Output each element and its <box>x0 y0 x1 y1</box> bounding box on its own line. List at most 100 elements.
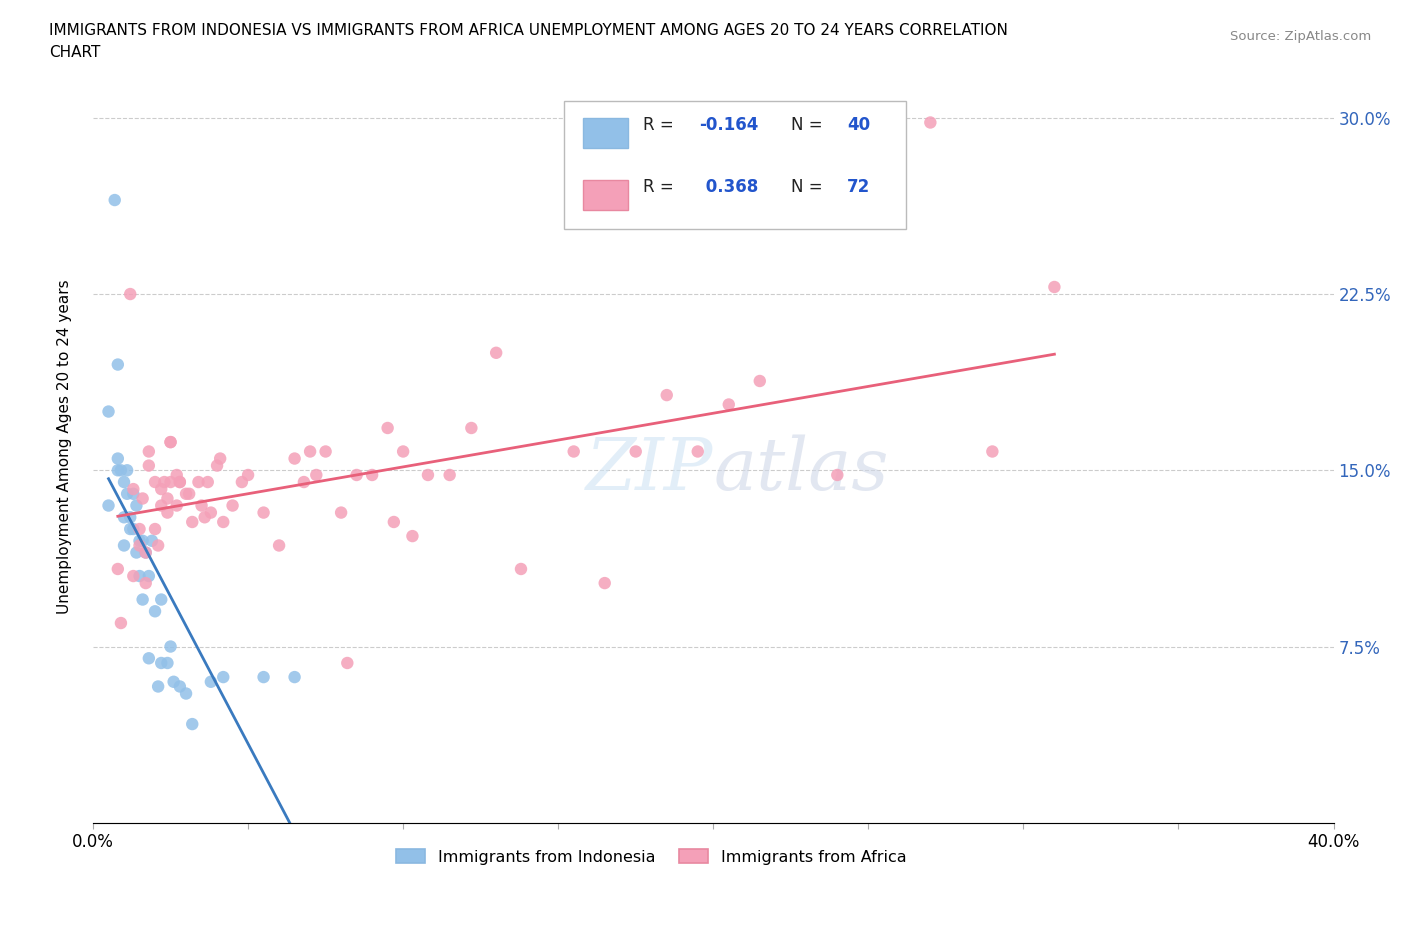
Point <box>112 474 135 489</box>
Point <box>135 545 157 560</box>
Point <box>174 686 197 701</box>
Point <box>439 468 461 483</box>
Text: atlas: atlas <box>713 434 889 505</box>
Point <box>107 451 129 466</box>
Point <box>346 468 368 483</box>
Point <box>166 468 188 483</box>
Legend: Immigrants from Indonesia, Immigrants from Africa: Immigrants from Indonesia, Immigrants fr… <box>389 843 912 871</box>
Point <box>686 444 709 458</box>
Point <box>920 115 942 130</box>
FancyBboxPatch shape <box>583 180 627 210</box>
Point <box>1043 280 1066 295</box>
Point <box>112 538 135 553</box>
Point <box>252 505 274 520</box>
Point <box>336 656 359 671</box>
Point <box>143 604 166 618</box>
Point <box>122 568 145 583</box>
Point <box>187 474 209 489</box>
Point <box>267 538 290 553</box>
Point <box>174 486 197 501</box>
Point <box>981 444 1004 458</box>
Point <box>169 474 191 489</box>
Text: N =: N = <box>792 179 828 196</box>
Point <box>159 434 181 449</box>
Point <box>190 498 212 513</box>
Point <box>401 528 423 543</box>
Point <box>146 538 169 553</box>
Text: -0.164: -0.164 <box>700 116 759 134</box>
Point <box>122 522 145 537</box>
Point <box>150 592 173 607</box>
Point <box>138 568 160 583</box>
Text: CHART: CHART <box>49 45 101 60</box>
Point <box>128 533 150 548</box>
Point <box>107 463 129 478</box>
Point <box>138 444 160 458</box>
Point <box>510 562 533 577</box>
Point <box>169 679 191 694</box>
Point <box>131 592 153 607</box>
Point <box>120 510 142 525</box>
Point <box>128 522 150 537</box>
Point <box>104 193 127 207</box>
Point <box>115 486 138 501</box>
Point <box>163 674 186 689</box>
Point <box>166 498 188 513</box>
Point <box>209 451 232 466</box>
Y-axis label: Unemployment Among Ages 20 to 24 years: Unemployment Among Ages 20 to 24 years <box>58 280 72 614</box>
Point <box>159 434 181 449</box>
Point <box>231 474 253 489</box>
Point <box>292 474 315 489</box>
Point <box>150 498 173 513</box>
Point <box>107 562 129 577</box>
Point <box>194 510 217 525</box>
Point <box>236 468 259 483</box>
Point <box>169 474 191 489</box>
Point <box>748 374 770 389</box>
Point <box>122 486 145 501</box>
Point <box>485 345 508 360</box>
FancyBboxPatch shape <box>564 100 905 229</box>
Point <box>330 505 353 520</box>
Point <box>200 505 222 520</box>
Text: ZIP: ZIP <box>586 434 713 505</box>
Point <box>128 538 150 553</box>
Point <box>159 474 181 489</box>
Point <box>156 505 179 520</box>
Point <box>593 576 616 591</box>
Text: 72: 72 <box>848 179 870 196</box>
Point <box>138 651 160 666</box>
Text: Source: ZipAtlas.com: Source: ZipAtlas.com <box>1230 30 1371 43</box>
Text: 0.368: 0.368 <box>700 179 758 196</box>
Point <box>305 468 328 483</box>
Text: N =: N = <box>792 116 828 134</box>
Point <box>112 510 135 525</box>
FancyBboxPatch shape <box>583 117 627 148</box>
Point <box>181 717 204 732</box>
Point <box>115 463 138 478</box>
Point <box>143 522 166 537</box>
Text: R =: R = <box>643 179 679 196</box>
Point <box>460 420 482 435</box>
Text: IMMIGRANTS FROM INDONESIA VS IMMIGRANTS FROM AFRICA UNEMPLOYMENT AMONG AGES 20 T: IMMIGRANTS FROM INDONESIA VS IMMIGRANTS … <box>49 23 1008 38</box>
Point <box>392 444 415 458</box>
Point <box>212 670 235 684</box>
Point <box>120 286 142 301</box>
Point <box>382 514 405 529</box>
Point <box>377 420 399 435</box>
Point <box>120 522 142 537</box>
Point <box>284 670 307 684</box>
Point <box>146 679 169 694</box>
Point <box>221 498 243 513</box>
Point <box>361 468 384 483</box>
Point <box>125 498 148 513</box>
Text: R =: R = <box>643 116 679 134</box>
Point <box>200 674 222 689</box>
Point <box>156 491 179 506</box>
Point <box>205 458 228 473</box>
Point <box>416 468 439 483</box>
Point <box>252 670 274 684</box>
Point <box>156 656 179 671</box>
Point <box>197 474 219 489</box>
Point <box>110 616 132 631</box>
